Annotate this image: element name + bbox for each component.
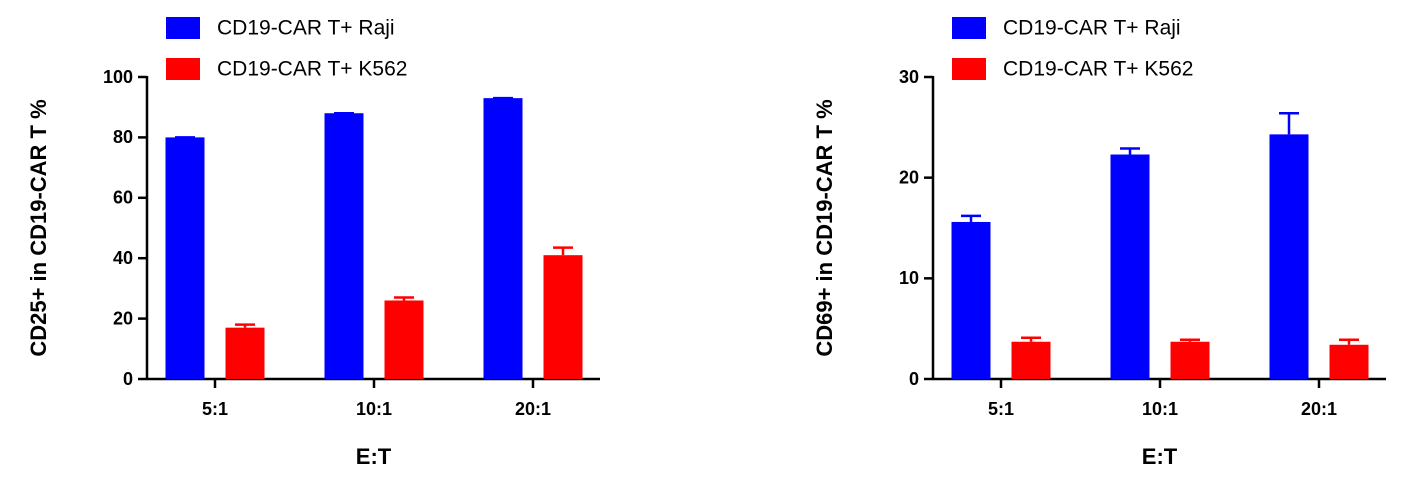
y-tick-label: 80 [113, 127, 133, 147]
x-tick-label: 5:1 [988, 399, 1014, 419]
legend-label: CD19-CAR T+ K562 [1003, 58, 1193, 81]
y-tick-label: 40 [113, 248, 133, 268]
error-bar [961, 214, 981, 222]
y-tick-label: 20 [113, 308, 133, 328]
y-axis-label: CD69+ in CD19-CAR T % [812, 99, 837, 356]
legend-swatch [952, 58, 986, 80]
y-tick-label: 30 [899, 67, 919, 87]
y-axis-label: CD25+ in CD19-CAR T % [26, 99, 51, 356]
legend-label: CD19-CAR T+ K562 [217, 58, 407, 81]
error-bar [394, 296, 414, 301]
x-tick-label: 10:1 [1142, 399, 1178, 419]
error-bar [1021, 336, 1041, 342]
bar [165, 137, 205, 379]
x-tick-label: 5:1 [202, 399, 228, 419]
bar [225, 327, 265, 379]
legend-swatch [166, 17, 200, 39]
x-tick-label: 10:1 [356, 399, 392, 419]
error-bar [235, 323, 255, 328]
error-bar [1339, 338, 1359, 345]
legend-swatch [952, 17, 986, 39]
bar [543, 255, 583, 379]
error-bar [1180, 338, 1200, 342]
bar [384, 300, 424, 379]
legend-label: CD19-CAR T+ Raji [217, 17, 395, 40]
y-tick-label: 100 [103, 67, 133, 87]
bar [951, 221, 991, 379]
bar [1269, 134, 1309, 379]
y-tick-label: 60 [113, 188, 133, 208]
error-bar [1279, 111, 1299, 135]
legend-label: CD19-CAR T+ Raji [1003, 17, 1181, 40]
x-tick-label: 20:1 [515, 399, 551, 419]
bar [1110, 154, 1150, 379]
x-axis-label: E:T [1142, 444, 1178, 469]
y-tick-label: 20 [899, 167, 919, 187]
y-tick-label: 0 [909, 369, 919, 389]
y-tick-label: 0 [123, 369, 133, 389]
error-bar [1120, 147, 1140, 155]
x-axis-label: E:T [356, 444, 392, 469]
bar [1170, 341, 1210, 379]
bar [483, 98, 523, 379]
y-tick-label: 10 [899, 268, 919, 288]
error-bar [553, 246, 573, 256]
legend-swatch [166, 58, 200, 80]
bar [1329, 344, 1369, 379]
bar [1011, 341, 1051, 379]
bar [324, 113, 364, 380]
x-tick-label: 20:1 [1301, 399, 1337, 419]
